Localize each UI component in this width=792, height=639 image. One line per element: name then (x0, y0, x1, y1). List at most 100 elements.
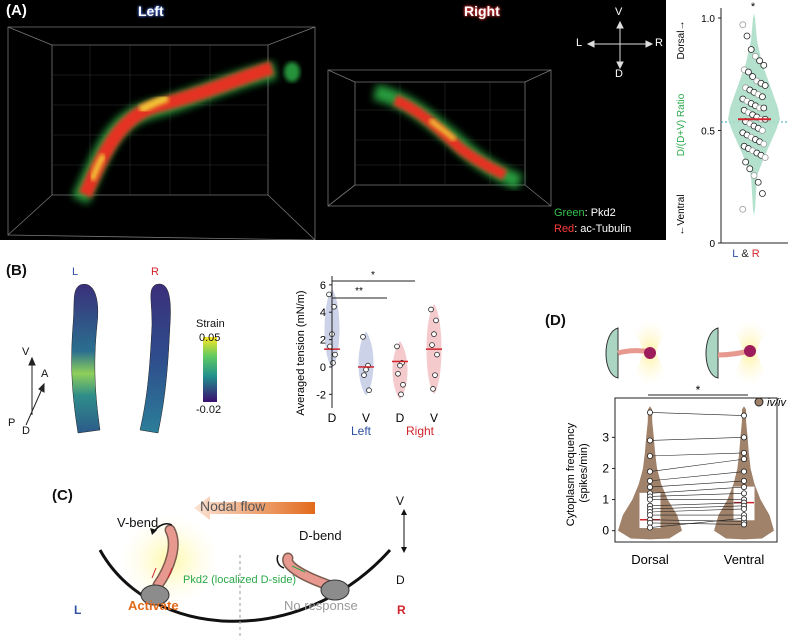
b-axis-v: V (22, 346, 30, 358)
c-l-label: L (74, 603, 82, 617)
ratio-point (759, 93, 766, 101)
freq-point-dorsal (647, 477, 654, 484)
tension-point (395, 370, 401, 377)
ratio-point (739, 21, 747, 29)
x-label-lr: L & R (732, 248, 759, 260)
cell-ventral (705, 327, 719, 379)
chart-b-tension: -2 0 2 4 6 ** * D V D V Left Right Averaged ten… (295, 270, 442, 438)
right-crown-cell (320, 579, 350, 601)
panel-c-diagram (98, 496, 407, 639)
pair-line (649, 412, 745, 416)
cat-dorsal: Dorsal (631, 552, 669, 567)
no-response-label: No response (284, 598, 358, 613)
tension-violin (392, 340, 408, 400)
ratio-point (749, 73, 756, 80)
ratio-tick-label: 1.0 (701, 14, 715, 25)
nodal-flow-arrow (194, 496, 315, 520)
ratio-point (750, 172, 758, 179)
orientation-cross (586, 20, 654, 70)
freq-point-ventral (740, 468, 747, 475)
tension-point (432, 372, 438, 378)
pair-line (649, 471, 745, 482)
pair-line (649, 505, 745, 510)
ratio-point (743, 32, 751, 40)
ratio-point (747, 46, 755, 53)
freq-point-dorsal (647, 524, 654, 531)
tension-point (330, 360, 336, 366)
left-wireframe-box (7, 26, 316, 240)
activate-label: Activate (128, 598, 179, 613)
pair-line (649, 437, 745, 441)
tension-category: V (362, 411, 370, 425)
right-wireframe-box (327, 69, 552, 207)
ratio-point (756, 57, 763, 65)
legend-red: Red: ac-Tubulin (554, 223, 632, 235)
tension-tick-label: 6 (320, 280, 326, 292)
tension-point (433, 317, 439, 324)
freq-point-dorsal (647, 437, 654, 444)
ratio-tick-label: 0.5 (701, 127, 715, 138)
ratio-tick-label: 0 (709, 239, 715, 250)
left-title: Left (138, 3, 164, 19)
freq-point-ventral (740, 412, 747, 419)
freq-point-ventral (740, 477, 747, 484)
orient-d: D (615, 68, 623, 80)
panel-label-c: (C) (52, 487, 73, 504)
pair-line (649, 522, 745, 525)
d-bend-force-arrows (291, 565, 306, 573)
orient-v: V (615, 6, 623, 18)
ventral-label: ←Ventral (676, 194, 687, 235)
signif-a: * (751, 1, 756, 13)
v-bend-cilium (154, 526, 178, 589)
freq-point-ventral (740, 456, 747, 463)
tension-point (428, 306, 434, 313)
d-bend-label: D-bend (299, 528, 342, 543)
ratio-point (759, 127, 766, 134)
right-title: Right (464, 3, 500, 19)
right-cilium-model (139, 283, 171, 434)
cell-dorsal (605, 327, 619, 379)
tension-tick-label: 0 (320, 362, 326, 374)
chart-a-ratio: 0 0.5 1.0 * D/(D+V) Ratio Dorsal→ ←Ventral… (676, 1, 788, 260)
ratio-point (754, 178, 762, 186)
ratio-point (760, 61, 768, 69)
strain-min: -0.02 (196, 404, 222, 416)
freq-tick-label: 1 (602, 493, 609, 507)
pair-line (649, 458, 745, 472)
freq-point-dorsal (647, 484, 654, 491)
freq-point-dorsal (647, 453, 654, 460)
pair-line (649, 493, 745, 497)
tension-tick-label: 4 (320, 307, 326, 319)
panel-label-d: (D) (545, 312, 566, 329)
c-v-label: V (396, 494, 405, 508)
ratio-point (759, 190, 766, 197)
d-bend-cilium (283, 554, 332, 589)
b-axis-p: P (8, 417, 16, 429)
v-bend-force-arrows (151, 567, 173, 579)
chart-d-frequency: * 0 1 2 3 Dorsal Ventral Cytoplasm frequenc… (565, 385, 787, 567)
strain-title: Strain (196, 318, 225, 330)
freq-tick-label: 3 (602, 430, 609, 444)
legend-d: iv/iv (767, 397, 787, 409)
freq-point-ventral (740, 515, 747, 522)
freq-point-dorsal (647, 468, 654, 475)
freq-point-dorsal (647, 496, 654, 503)
tension-category: D (396, 411, 405, 425)
panel-d-schematics (605, 320, 770, 385)
pair-line (649, 517, 745, 528)
group-left: Left (351, 424, 372, 438)
tension-point (363, 366, 369, 373)
panel-a-3d-render (7, 20, 654, 240)
dorsal-label: Dorsal→ (676, 21, 687, 60)
ratio-point (760, 140, 768, 148)
tension-point (360, 334, 366, 340)
b-axis-a: A (41, 368, 49, 380)
tension-tick-label: 2 (320, 335, 326, 347)
tension-point (434, 351, 440, 358)
ratio-point (746, 165, 754, 173)
pair-line (649, 452, 745, 457)
nodal-flow-label: Nodal flow (200, 498, 266, 514)
tension-category: V (430, 411, 438, 425)
signif-top: * (371, 270, 375, 281)
ratio-ylabel: D/(D+V) Ratio (676, 93, 687, 156)
